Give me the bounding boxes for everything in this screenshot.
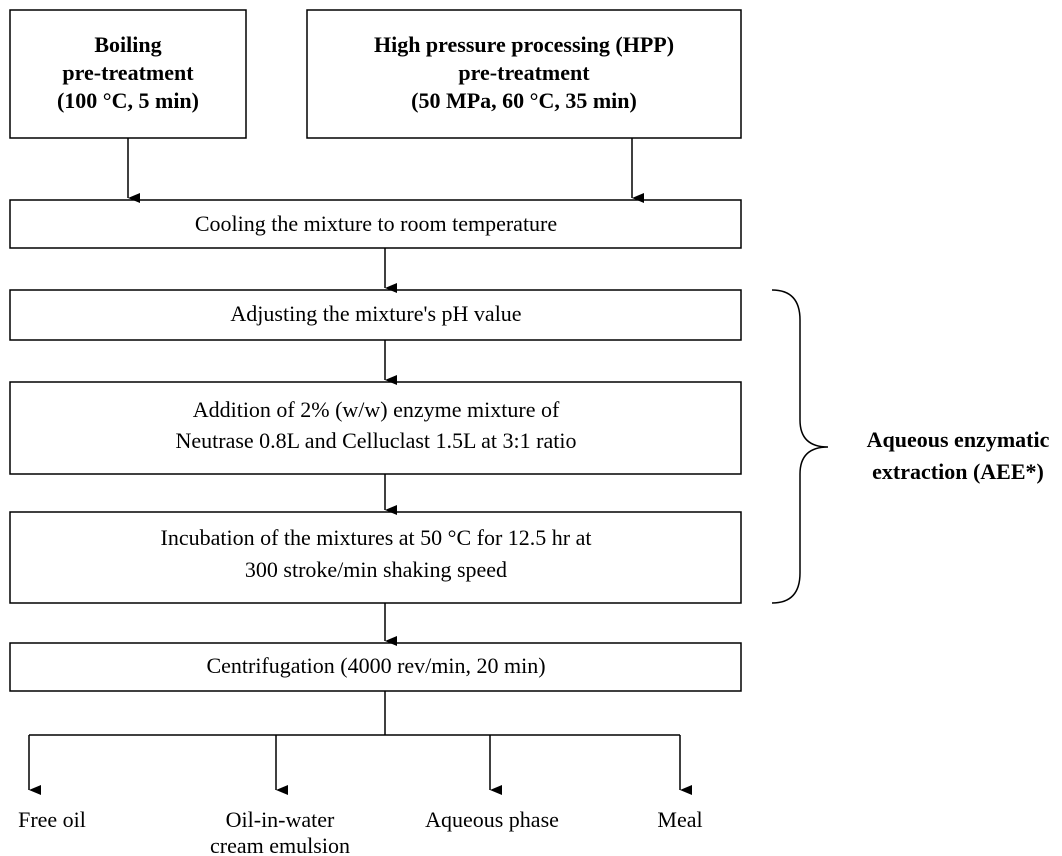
node-text: Centrifugation (4000 rev/min, 20 min) bbox=[206, 653, 545, 678]
node-text: Incubation of the mixtures at 50 °C for … bbox=[161, 525, 592, 550]
box bbox=[9, 199, 742, 249]
node-text: Adjusting the mixture's pH value bbox=[230, 301, 521, 326]
node-text: pre-treatment bbox=[458, 60, 590, 85]
bracket-label: Aqueous enzymatic bbox=[867, 427, 1050, 452]
arrows bbox=[28, 138, 829, 795]
node-text: 300 stroke/min shaking speed bbox=[245, 557, 507, 582]
output-text: Oil-in-water bbox=[226, 807, 335, 832]
boxes bbox=[9, 9, 742, 692]
node-text: pre-treatment bbox=[62, 60, 194, 85]
bracket-label: extraction (AEE*) bbox=[872, 459, 1044, 484]
box bbox=[306, 9, 742, 139]
box bbox=[9, 9, 247, 139]
node-text: Neutrase 0.8L and Celluclast 1.5L at 3:1… bbox=[176, 428, 577, 453]
box bbox=[9, 381, 742, 475]
node-text: (100 °C, 5 min) bbox=[57, 88, 199, 113]
node-text: Boiling bbox=[94, 32, 161, 57]
output-text: Meal bbox=[657, 807, 702, 832]
node-text: High pressure processing (HPP) bbox=[374, 32, 674, 57]
node-text: (50 MPa, 60 °C, 35 min) bbox=[411, 88, 637, 113]
box bbox=[9, 289, 742, 341]
output-text: cream emulsion bbox=[210, 833, 350, 856]
output-text: Aqueous phase bbox=[425, 807, 559, 832]
labels: Boiling pre-treatment (100 °C, 5 min) Hi… bbox=[18, 32, 1050, 856]
box bbox=[9, 642, 742, 692]
node-text: Addition of 2% (w/w) enzyme mixture of bbox=[193, 397, 560, 422]
output-text: Free oil bbox=[18, 807, 86, 832]
box bbox=[9, 511, 742, 604]
brace bbox=[771, 289, 829, 604]
node-text: Cooling the mixture to room temperature bbox=[195, 211, 557, 236]
